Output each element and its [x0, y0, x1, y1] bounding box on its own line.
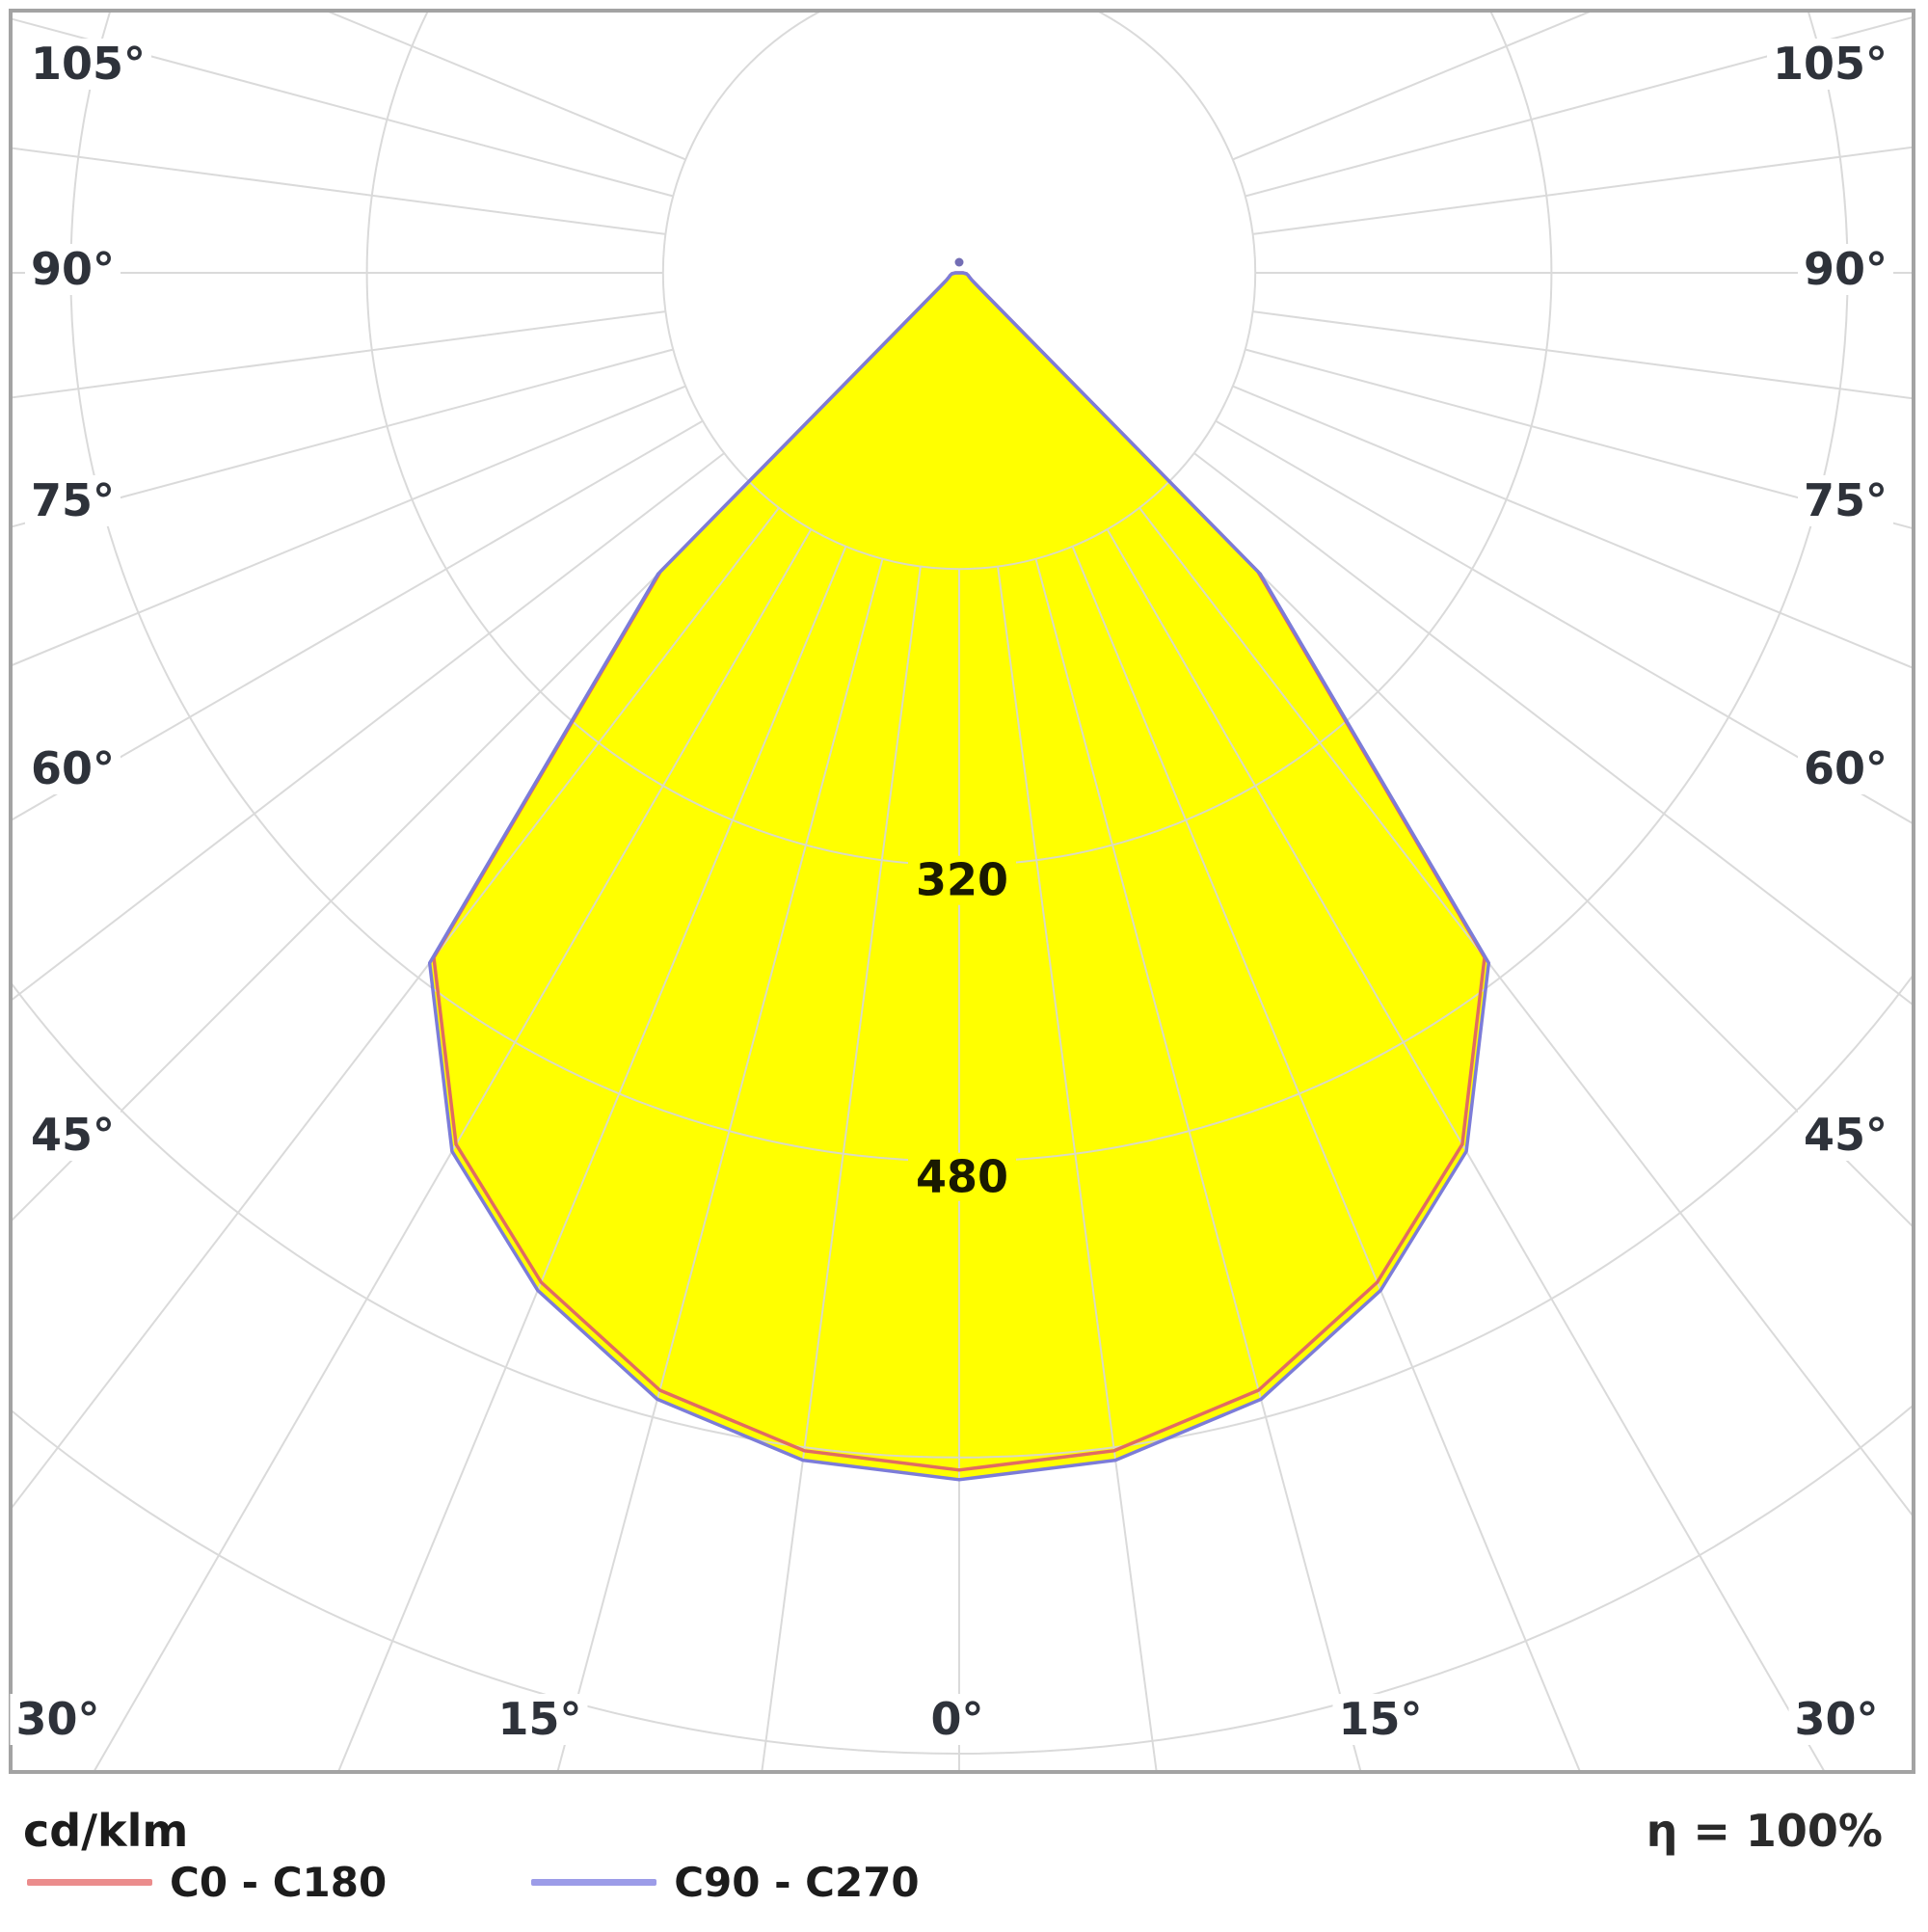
ring-value-label-480: 480 [907, 1152, 1017, 1201]
angle-label-left-90: 90° [25, 244, 121, 295]
angle-label-bottom-4-30: 30° [1788, 1694, 1885, 1745]
legend-label-c90-c270: C90 - C270 [674, 1859, 920, 1906]
angle-label-left-45: 45° [25, 1110, 121, 1161]
angle-label-right-90: 90° [1797, 244, 1893, 295]
legend-line-c0-c180 [27, 1879, 152, 1886]
angle-label-right-45: 45° [1797, 1110, 1893, 1161]
angle-label-bottom-0-30: 30° [10, 1694, 106, 1745]
angle-label-right-60: 60° [1797, 743, 1893, 794]
angle-label-bottom-3-15: 15° [1332, 1694, 1429, 1745]
angle-label-left-60: 60° [25, 743, 121, 794]
angle-label-right-105: 105° [1766, 39, 1893, 90]
angle-label-bottom-1-15: 15° [492, 1694, 588, 1745]
efficiency-label: η = 100% [1646, 1805, 1883, 1857]
legend-line-c90-c270 [531, 1879, 657, 1886]
unit-label: cd/klm [23, 1805, 189, 1857]
legend-label-c0-c180: C0 - C180 [170, 1859, 388, 1906]
ring-value-label-320: 320 [907, 856, 1017, 905]
angle-label-left-75: 75° [25, 475, 121, 526]
angle-label-right-75: 75° [1797, 475, 1893, 526]
angle-label-bottom-2-0: 0° [924, 1694, 990, 1745]
angle-label-left-105: 105° [25, 39, 152, 90]
legend: C0 - C180 C90 - C270 [27, 1859, 1047, 1906]
